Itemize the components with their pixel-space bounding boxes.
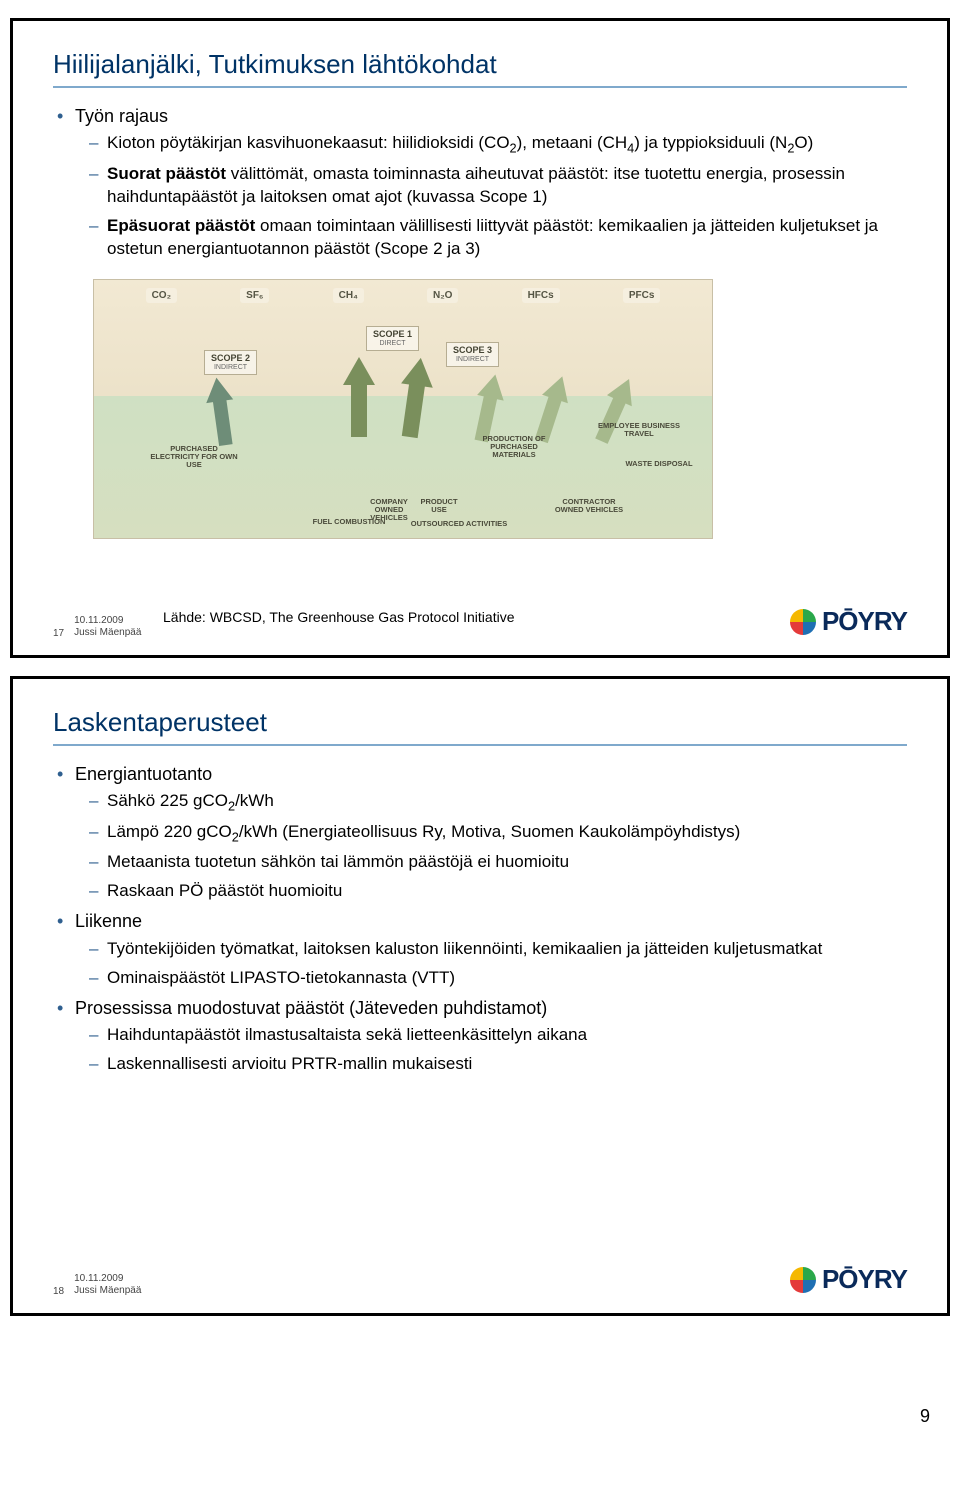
slide1-date: 10.11.2009	[74, 615, 141, 627]
poyry-swirl-icon	[790, 1267, 816, 1293]
bullet-prosessi: Prosessissa muodostuvat päästöt (Jäteved…	[57, 996, 907, 1076]
sub-list: Haihduntapäästöt ilmastusaltaista sekä l…	[89, 1024, 907, 1076]
slide1-meta: 10.11.2009 Jussi Mäenpää	[74, 615, 141, 639]
scope-diagram-wrap: CO₂ SF₆ CH₄ N₂O HFCs PFCs SCOPE 1 DIRECT…	[93, 279, 713, 539]
sub-suorat: Suorat päästöt välittömät, omasta toimin…	[89, 163, 907, 209]
label-purchased-elec: PURCHASED ELECTRICITY FOR OWN USE	[149, 445, 239, 470]
sub-list: Sähkö 225 gCO2/kWh Lämpö 220 gCO2/kWh (E…	[89, 790, 907, 903]
arrow-scope1-a	[339, 352, 379, 442]
outer-page-number: 9	[0, 1346, 960, 1437]
slide2-footer: 18 10.11.2009 Jussi Mäenpää	[53, 1273, 141, 1297]
sub-lampo: Lämpö 220 gCO2/kWh (Energiateollisuus Ry…	[89, 821, 907, 846]
label-product-use: PRODUCT USE	[414, 498, 464, 515]
label-outsourced: OUTSOURCED ACTIVITIES	[404, 520, 514, 528]
sub-list: Kioton pöytäkirjan kasvihuonekaasut: hii…	[89, 132, 907, 260]
slide2-author: Jussi Mäenpää	[74, 1285, 141, 1297]
slide2-date: 10.11.2009	[74, 1273, 141, 1285]
gas-ch4: CH₄	[333, 288, 364, 303]
slide2-number: 18	[53, 1286, 64, 1297]
poyry-swirl-icon	[790, 609, 816, 635]
slide2-title: Laskentaperusteet	[53, 707, 907, 738]
arrow-scope1-b	[389, 350, 441, 445]
bullet-tyonrajaus: Työn rajaus Kioton pöytäkirjan kasvihuon…	[57, 104, 907, 261]
slide2-bullets: Energiantuotanto Sähkö 225 gCO2/kWh Lämp…	[57, 762, 907, 1076]
title-underline	[53, 86, 907, 88]
title-underline	[53, 744, 907, 746]
slide-2: Laskentaperusteet Energiantuotanto Sähkö…	[10, 676, 950, 1316]
slide1-source: Lähde: WBCSD, The Greenhouse Gas Protoco…	[163, 609, 514, 625]
slide1-author: Jussi Mäenpää	[74, 627, 141, 639]
gas-hfcs: HFCs	[522, 288, 560, 303]
scope3-box: SCOPE 3 INDIRECT	[446, 342, 499, 368]
label-contractor-vehicles: CONTRACTOR OWNED VEHICLES	[549, 498, 629, 515]
scope-diagram: CO₂ SF₆ CH₄ N₂O HFCs PFCs SCOPE 1 DIRECT…	[93, 279, 713, 539]
label-waste: WASTE DISPOSAL	[619, 460, 699, 468]
sub-epasuorat: Epäsuorat päästöt omaan toimintaan välil…	[89, 215, 907, 261]
slide-1: Hiilijalanjälki, Tutkimuksen lähtökohdat…	[10, 18, 950, 658]
slide1-footer: 17 10.11.2009 Jussi Mäenpää	[53, 615, 141, 639]
slide1-number: 17	[53, 628, 64, 639]
gas-pfcs: PFCs	[623, 288, 661, 303]
label-business-travel: EMPLOYEE BUSINESS TRAVEL	[589, 422, 689, 439]
sub-raskaan-po: Raskaan PÖ päästöt huomioitu	[89, 880, 907, 903]
poyry-logo: PŌYRY	[790, 1264, 907, 1295]
sub-list: Työntekijöiden työmatkat, laitoksen kalu…	[89, 938, 907, 990]
label-production-materials: PRODUCTION OF PURCHASED MATERIALS	[474, 435, 554, 460]
sub-lipasto: Ominaispäästöt LIPASTO-tietokannasta (VT…	[89, 967, 907, 990]
sub-tyomatkat: Työntekijöiden työmatkat, laitoksen kalu…	[89, 938, 907, 961]
arrow-scope2	[199, 374, 242, 448]
sub-kioto: Kioton pöytäkirjan kasvihuonekaasut: hii…	[89, 132, 907, 157]
gas-sf6: SF₆	[240, 288, 269, 303]
gas-co2: CO₂	[146, 288, 177, 303]
slide1-title: Hiilijalanjälki, Tutkimuksen lähtökohdat	[53, 49, 907, 80]
poyry-text: PŌYRY	[822, 1264, 907, 1295]
sub-sahko: Sähkö 225 gCO2/kWh	[89, 790, 907, 815]
slide2-meta: 10.11.2009 Jussi Mäenpää	[74, 1273, 141, 1297]
scope2-box: SCOPE 2 INDIRECT	[204, 350, 257, 376]
slide1-bullets: Työn rajaus Kioton pöytäkirjan kasvihuon…	[57, 104, 907, 261]
bullet-energiantuotanto: Energiantuotanto Sähkö 225 gCO2/kWh Lämp…	[57, 762, 907, 903]
scope1-box: SCOPE 1 DIRECT	[366, 326, 419, 352]
sub-prtr: Laskennallisesti arvioitu PRTR-mallin mu…	[89, 1053, 907, 1076]
sub-haihdunta: Haihduntapäästöt ilmastusaltaista sekä l…	[89, 1024, 907, 1047]
poyry-logo: PŌYRY	[790, 606, 907, 637]
gas-row: CO₂ SF₆ CH₄ N₂O HFCs PFCs	[94, 288, 712, 303]
bullet-text: Työn rajaus	[75, 106, 168, 126]
poyry-text: PŌYRY	[822, 606, 907, 637]
gas-n2o: N₂O	[427, 288, 458, 303]
sub-metaani: Metaanista tuotetun sähkön tai lämmön pä…	[89, 851, 907, 874]
bullet-liikenne: Liikenne Työntekijöiden työmatkat, laito…	[57, 909, 907, 989]
